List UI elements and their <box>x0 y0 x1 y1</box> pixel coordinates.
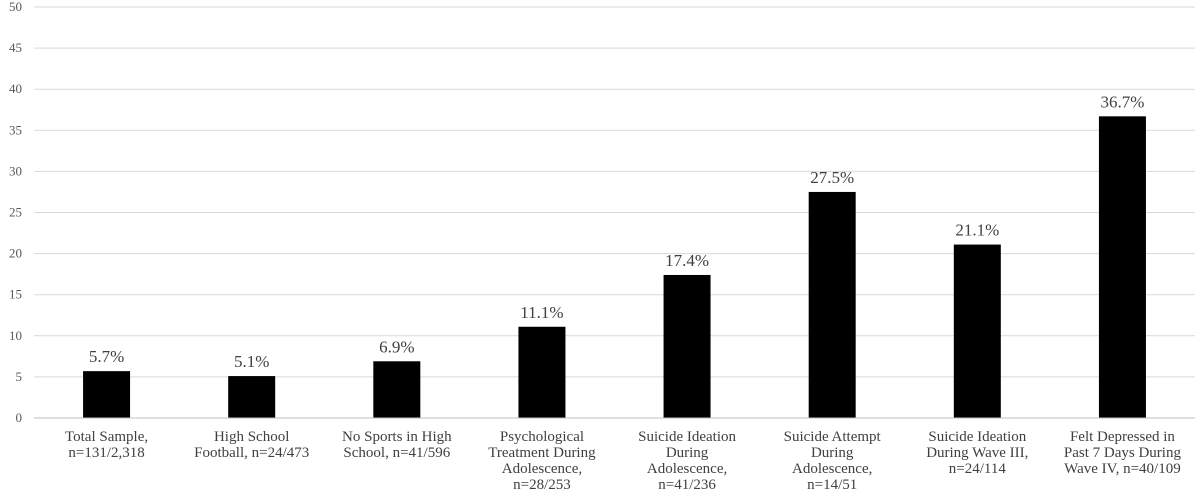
bar <box>373 361 421 418</box>
category-label-line: Felt Depressed in <box>1070 429 1175 445</box>
category-label-line: n=14/51 <box>807 477 857 493</box>
data-label: 11.1% <box>520 303 563 322</box>
category-label: Total Sample,n=131/2,318 <box>65 429 148 461</box>
y-tick-label: 25 <box>9 205 22 220</box>
data-labels: 5.7% 5.1% 6.9% 11.1% 17.4% 27.5% 21.1% 36.7% <box>89 92 1145 371</box>
y-tick-label: 30 <box>9 163 22 178</box>
bar <box>663 274 711 418</box>
category-label-line: n=24/114 <box>949 461 1007 477</box>
category-label-line: Suicide Attempt <box>784 429 882 445</box>
data-label: 27.5% <box>810 168 854 187</box>
category-label-line: During <box>666 445 709 461</box>
category-label-line: n=131/2,318 <box>68 445 144 461</box>
category-label-line: n=41/236 <box>658 477 716 493</box>
category-label-line: Suicide Ideation <box>638 429 736 445</box>
bar <box>1098 116 1146 419</box>
category-label-line: Adolescence, <box>502 461 582 477</box>
category-label-line: School, n=41/596 <box>343 445 450 461</box>
category-label-line: Psychological <box>500 429 584 445</box>
category-label-line: Football, n=24/473 <box>194 445 309 461</box>
y-tick-label: 10 <box>9 328 22 343</box>
x-axis-labels: Total Sample,n=131/2,318 High SchoolFootb… <box>65 429 1181 493</box>
data-label: 6.9% <box>379 337 414 356</box>
category-label-line: Treatment During <box>488 445 596 461</box>
y-tick-label: 40 <box>9 81 22 96</box>
y-tick-label: 15 <box>9 287 22 302</box>
y-tick-label: 0 <box>16 410 23 425</box>
data-label: 21.1% <box>955 221 999 240</box>
data-label: 5.7% <box>89 347 124 366</box>
category-label-line: Wave IV, n=40/109 <box>1064 461 1181 477</box>
y-tick-label: 45 <box>9 40 22 55</box>
y-tick-label: 5 <box>16 369 23 384</box>
bar <box>518 326 566 418</box>
bar <box>808 191 856 418</box>
category-label-line: No Sports in High <box>342 429 452 445</box>
data-label: 5.1% <box>234 352 269 371</box>
category-label-line: Past 7 Days During <box>1064 445 1182 461</box>
data-label: 36.7% <box>1100 92 1144 111</box>
bar <box>228 376 276 418</box>
category-label-line: n=28/253 <box>513 477 571 493</box>
y-tick-label: 20 <box>9 246 22 261</box>
category-label-line: During Wave III, <box>926 445 1028 461</box>
category-label-line: Adolescence, <box>647 461 727 477</box>
y-axis-ticks: 0 5 10 15 20 25 30 35 40 45 50 <box>9 0 22 425</box>
y-tick-label: 35 <box>9 122 22 137</box>
category-label-line: During <box>811 445 854 461</box>
bar <box>83 371 131 418</box>
y-tick-label: 50 <box>9 0 22 14</box>
gridlines <box>34 6 1195 378</box>
category-label-line: High School <box>214 429 289 445</box>
category-label-line: Suicide Ideation <box>928 429 1026 445</box>
bar <box>953 244 1001 418</box>
category-label: Suicide IdeationDuringAdolescence,n=41/2… <box>638 429 736 493</box>
category-label-line: Total Sample, <box>65 429 148 445</box>
bars <box>83 116 1146 419</box>
category-label-line: Adolescence, <box>792 461 872 477</box>
data-label: 17.4% <box>665 251 709 270</box>
